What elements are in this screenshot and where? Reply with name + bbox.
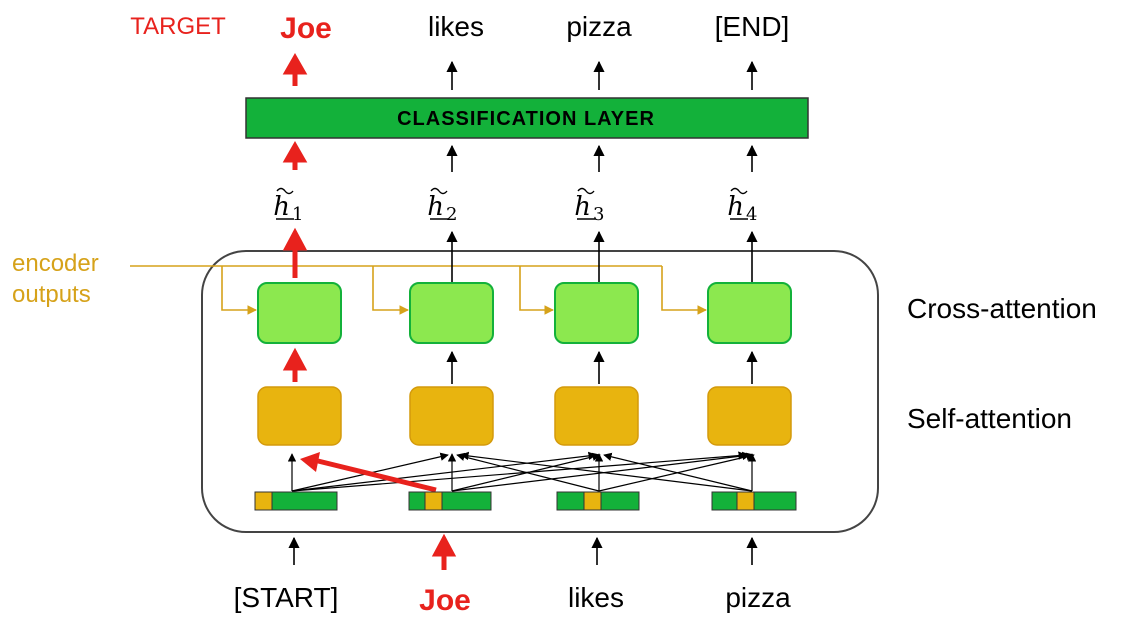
hidden-state-1-sub: 1 <box>292 204 303 225</box>
cross-attention-block-4 <box>707 282 792 344</box>
cross-attention-block-3 <box>554 282 639 344</box>
hidden-state-3-sub: 3 <box>593 204 604 225</box>
hidden-to-class-arrows <box>282 140 758 172</box>
encoder-line-4 <box>661 266 707 315</box>
input-arrows <box>288 533 758 570</box>
input-token-2: Joe <box>419 584 471 617</box>
self-attention-block-2 <box>409 386 494 446</box>
token-embedding-4 <box>711 491 797 511</box>
encoder-label-line-2: outputs <box>12 281 91 308</box>
self-attention-block-1 <box>257 386 342 446</box>
hidden-state-2: h 2 <box>427 187 457 225</box>
hidden-state-4: h 4 <box>727 187 757 225</box>
classification-layer-label: CLASSIFICATION LAYER <box>397 108 655 130</box>
decoder-block <box>201 250 879 533</box>
output-arrows <box>282 52 758 90</box>
output-token-1: Joe <box>280 12 332 45</box>
output-arrow-1 <box>282 52 308 86</box>
hidden-state-2-sub: 2 <box>446 204 457 225</box>
encoder-line-3 <box>519 266 554 315</box>
self-attention-block-3 <box>554 386 639 446</box>
highlight-attention-arrow <box>317 458 437 493</box>
cross-attention-block-1 <box>257 282 342 344</box>
output-token-2: likes <box>428 11 484 42</box>
highlight-attention-arrowhead <box>300 452 320 472</box>
output-token-4: [END] <box>715 11 790 42</box>
hidden-state-4-base: h <box>727 192 744 222</box>
cross-arrow-1 <box>282 227 308 278</box>
encoder-line-1 <box>221 266 257 315</box>
hidden-state-3-base: h <box>574 192 591 222</box>
token-embedding-2 <box>408 491 492 511</box>
hidden-arrow-1 <box>282 140 308 170</box>
input-token-3: likes <box>568 582 624 613</box>
hidden-state-2-base: h <box>427 192 444 222</box>
self-to-cross-arrows <box>282 347 758 384</box>
hidden-state-3: h 3 <box>574 187 604 225</box>
cross-attention-label: Cross-attention <box>907 293 1097 324</box>
token-embedding-1 <box>254 491 338 511</box>
self-attention-label: Self-attention <box>907 403 1072 434</box>
encoder-label-line-1: encoder <box>12 250 99 277</box>
input-arrow-2 <box>431 533 457 570</box>
input-token-4: pizza <box>725 582 791 613</box>
encoder-line-2 <box>372 266 409 315</box>
classification-layer <box>245 97 809 139</box>
cross-to-hidden-arrows <box>282 227 758 282</box>
input-token-1: [START] <box>234 582 339 613</box>
encoder-output-lines <box>130 265 707 315</box>
output-token-3: pizza <box>566 11 632 42</box>
target-label: TARGET <box>130 13 226 40</box>
self-arrow-1 <box>282 347 308 382</box>
self-attention-block-4 <box>707 386 792 446</box>
hidden-state-4-sub: 4 <box>746 204 757 225</box>
token-embedding-3 <box>556 491 640 511</box>
attention-connections <box>287 451 757 492</box>
hidden-state-1: h 1 <box>273 187 303 225</box>
hidden-state-1-base: h <box>273 192 290 222</box>
cross-attention-block-2 <box>409 282 494 344</box>
